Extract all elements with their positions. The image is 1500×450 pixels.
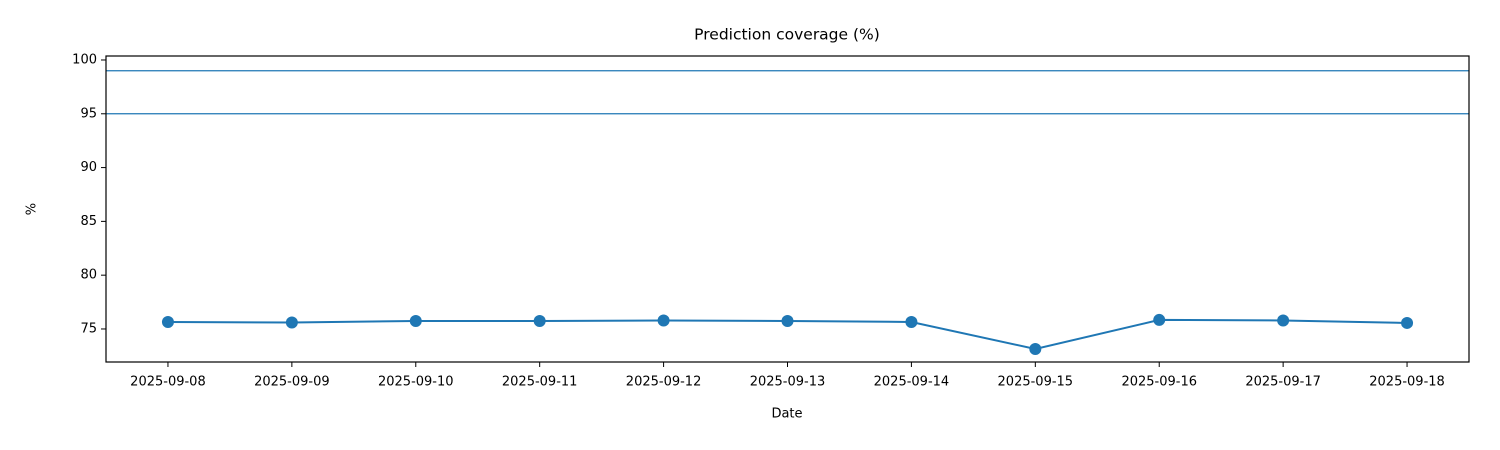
data-point <box>1277 314 1290 327</box>
data-point <box>1153 313 1166 326</box>
chart-title: Prediction coverage (%) <box>694 26 880 44</box>
x-tick-label: 2025-09-17 <box>1245 375 1321 390</box>
x-tick-label: 2025-09-11 <box>502 375 578 390</box>
x-tick-label: 2025-09-10 <box>378 375 454 390</box>
x-axis-label: Date <box>771 407 802 422</box>
x-tick-label: 2025-09-08 <box>130 375 206 390</box>
x-tick-label: 2025-09-18 <box>1369 375 1445 390</box>
y-tick-label: 75 <box>80 321 97 336</box>
data-point <box>409 315 422 328</box>
data-point <box>1401 316 1414 329</box>
data-point <box>533 315 546 328</box>
data-point <box>781 315 794 328</box>
y-tick-label: 100 <box>72 52 97 67</box>
x-tick-label: 2025-09-16 <box>1121 375 1197 390</box>
data-point <box>905 315 918 328</box>
data-point <box>1029 342 1042 355</box>
x-tick-label: 2025-09-09 <box>254 375 330 390</box>
x-tick-label: 2025-09-14 <box>874 375 950 390</box>
data-point <box>657 314 670 327</box>
y-tick-label: 95 <box>80 106 97 121</box>
x-tick-label: 2025-09-12 <box>626 375 702 390</box>
data-point <box>161 315 174 328</box>
y-tick-label: 80 <box>80 268 97 283</box>
y-tick-label: 85 <box>80 214 97 229</box>
data-point <box>285 316 298 329</box>
plot-frame <box>105 55 1470 363</box>
y-tick-label: 90 <box>80 160 97 175</box>
y-axis-label: % <box>25 203 40 215</box>
x-tick-label: 2025-09-13 <box>750 375 826 390</box>
x-tick-label: 2025-09-15 <box>998 375 1074 390</box>
